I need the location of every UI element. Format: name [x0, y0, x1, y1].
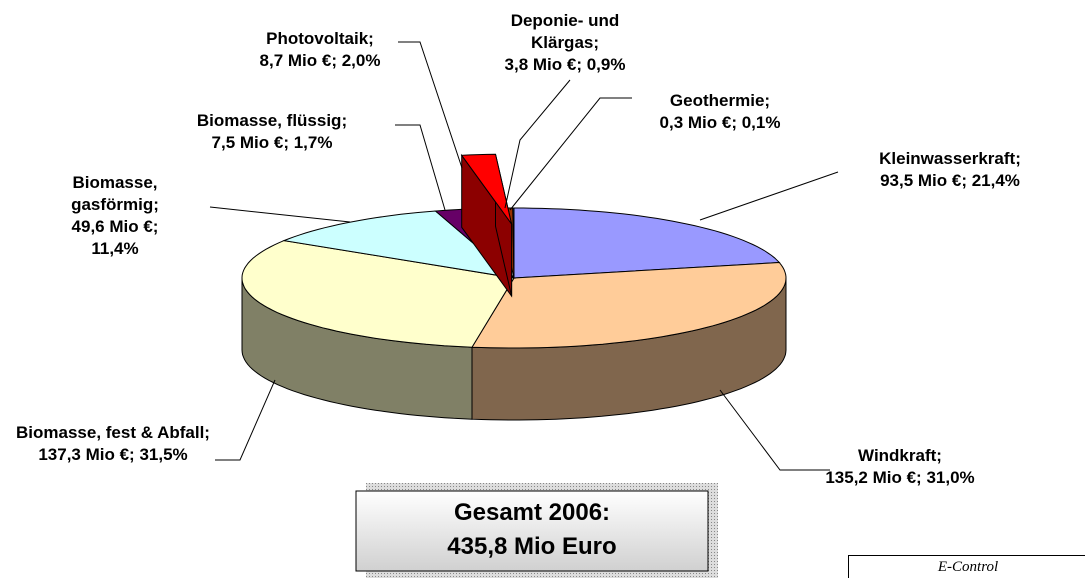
category-label: Photovoltaik;: [266, 29, 374, 48]
value-label: 7,5 Mio €; 1,7%: [211, 133, 333, 152]
category-label: Biomasse, flüssig;: [196, 111, 348, 130]
pie: [241, 153, 787, 421]
value-label: 0,3 Mio €; 0,1%: [659, 113, 781, 132]
leader-line: [699, 171, 839, 221]
value-label: 3,8 Mio €; 0,9%: [504, 55, 626, 74]
value-label: 137,3 Mio €; 31,5%: [38, 445, 188, 464]
leader-line: [509, 97, 632, 211]
data-label: Kleinwasserkraft; 93,5 Mio €; 21,4%: [830, 148, 1070, 192]
value-label: 49,6 Mio €; 11,4%: [71, 217, 159, 258]
category-label: Biomasse, gasförmig;: [71, 173, 159, 214]
data-label: Windkraft; 135,2 Mio €; 31,0%: [800, 445, 1000, 489]
data-label: Biomasse, gasförmig; 49,6 Mio €; 11,4%: [50, 172, 180, 260]
annotation: Gesamt 2006:: [453, 499, 611, 526]
value-label: 135,2 Mio €; 31,0%: [825, 468, 975, 487]
source-box: [848, 555, 1085, 578]
leader-line: [504, 79, 571, 209]
total-box: [355, 490, 709, 572]
category-label: Deponie- und Klärgas;: [510, 11, 620, 52]
annotation: 435,8 Mio Euro: [447, 533, 617, 560]
total-box-text: Gesamt 2006: 435,8 Mio Euro: [356, 496, 708, 564]
slice: [513, 207, 781, 279]
value-label: 8,7 Mio €; 2,0%: [259, 51, 381, 70]
category-label: Windkraft;: [858, 446, 942, 465]
value-label: 93,5 Mio €; 21,4%: [880, 171, 1020, 190]
leader-line: [215, 379, 276, 461]
leader-line: [398, 41, 463, 169]
category-label: Biomasse, fest & Abfall;: [16, 423, 210, 442]
slice: [460, 153, 513, 225]
data-label: Deponie- und Klärgas; 3,8 Mio €; 0,9%: [485, 10, 645, 76]
data-label: Photovoltaik; 8,7 Mio €; 2,0%: [220, 28, 420, 72]
leader-line: [209, 206, 351, 223]
slice: [471, 261, 787, 349]
leader-line: [719, 389, 830, 471]
data-label: Biomasse, fest & Abfall; 137,3 Mio €; 31,…: [13, 422, 213, 466]
source: E-Control: [937, 559, 999, 575]
category-label: Kleinwasserkraft;: [879, 149, 1021, 168]
category-label: Geothermie;: [669, 91, 771, 110]
slice: [512, 207, 515, 279]
data-label: Geothermie; 0,3 Mio €; 0,1%: [620, 90, 820, 134]
leader-line: [395, 124, 446, 211]
data-label: Biomasse, flüssig; 7,5 Mio €; 1,7%: [152, 110, 392, 154]
